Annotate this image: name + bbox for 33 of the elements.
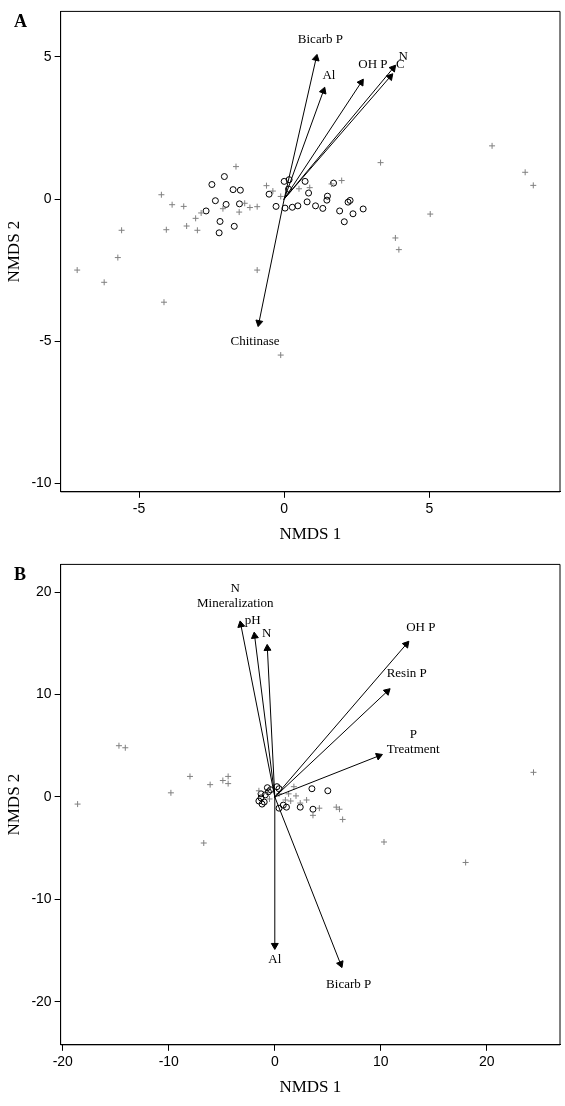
x-axis-title: NMDS 1 bbox=[279, 1077, 342, 1097]
annotation: Bicarb P bbox=[297, 30, 343, 46]
annotation: OH P bbox=[358, 56, 388, 72]
x-tick-label: 20 bbox=[479, 1053, 495, 1070]
y-tick-label: 0 bbox=[43, 189, 52, 206]
y-tick-label: 10 bbox=[36, 685, 52, 702]
chart-title: A bbox=[14, 11, 27, 32]
annotation: OH P bbox=[406, 618, 436, 634]
x-axis-title: NMDS 1 bbox=[279, 524, 342, 544]
y-tick-label: 20 bbox=[36, 582, 52, 599]
chart-title: B bbox=[14, 564, 27, 585]
annotation: Al bbox=[268, 951, 282, 967]
x-tick-label: 5 bbox=[425, 500, 434, 517]
annotation: N bbox=[261, 625, 272, 641]
x-tick-label: 0 bbox=[270, 1053, 279, 1070]
annotation: Bicarb P bbox=[326, 976, 372, 991]
x-tick-label: 0 bbox=[280, 500, 289, 517]
y-tick-label: -10 bbox=[31, 474, 52, 491]
x-tick-label: -10 bbox=[158, 1053, 180, 1070]
y-tick-label: -20 bbox=[31, 992, 52, 1009]
annotation: pH bbox=[244, 612, 261, 628]
annotation: Al bbox=[322, 67, 336, 83]
y-tick-label: -10 bbox=[31, 890, 52, 907]
y-axis-title: NMDS 2 bbox=[3, 773, 23, 836]
x-tick-label: -5 bbox=[132, 500, 146, 517]
annotation: P Treatment bbox=[386, 726, 441, 757]
y-tick-label: -5 bbox=[39, 332, 52, 348]
annotation: Chitinase bbox=[230, 332, 280, 348]
x-tick-label: 10 bbox=[373, 1053, 389, 1070]
y-axis-title: NMDS 2 bbox=[3, 220, 23, 283]
y-tick-label: 0 bbox=[43, 787, 52, 804]
annotation: Resin P bbox=[386, 664, 427, 680]
y-tick-label: 5 bbox=[43, 47, 52, 64]
